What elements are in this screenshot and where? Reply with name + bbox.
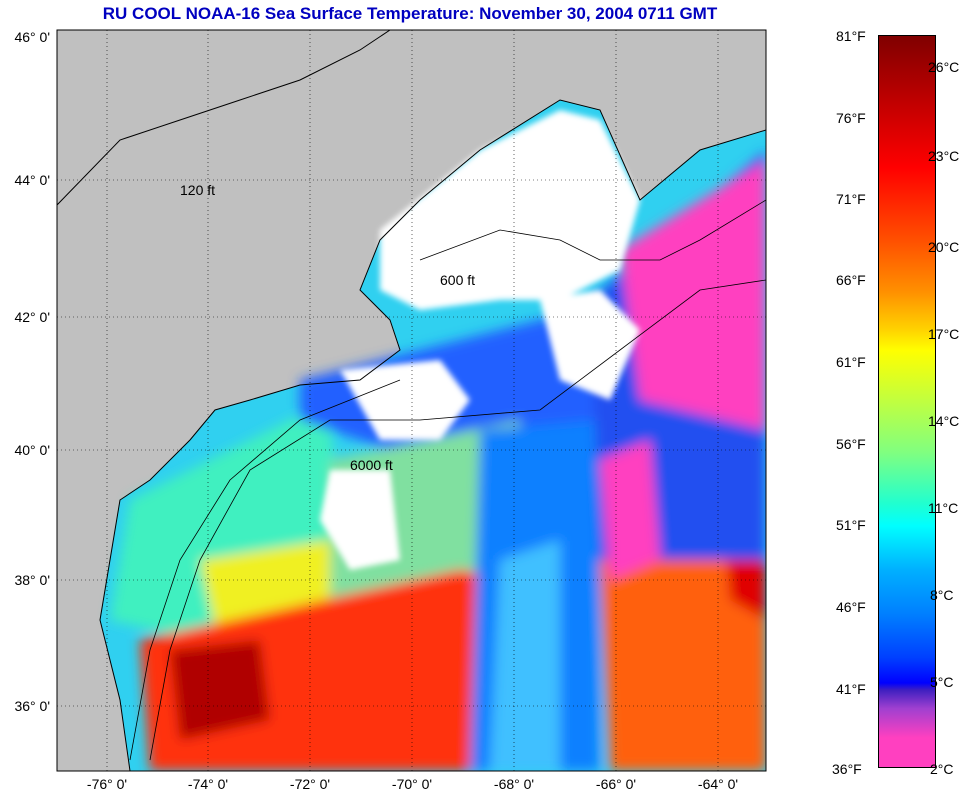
f-tick: 56°F bbox=[836, 436, 866, 452]
sst-map: 120 ft 600 ft 6000 ft -76° 0' -74° 0' -7… bbox=[14, 29, 767, 792]
lat-tick: 46° 0' bbox=[14, 29, 50, 45]
f-tick: 61°F bbox=[836, 354, 866, 370]
f-tick: 66°F bbox=[836, 272, 866, 288]
lat-tick: 44° 0' bbox=[14, 172, 50, 188]
coastline bbox=[57, 30, 766, 771]
temperature-colorbar bbox=[878, 35, 936, 768]
f-tick: 81°F bbox=[836, 28, 866, 44]
lon-tick: -66° 0' bbox=[596, 776, 636, 792]
lat-tick: 40° 0' bbox=[14, 442, 50, 458]
c-tick: 20°C bbox=[928, 239, 960, 255]
cloud-cover bbox=[320, 110, 640, 570]
contour-label: 6000 ft bbox=[350, 457, 393, 473]
lon-tick: -76° 0' bbox=[87, 776, 127, 792]
f-tick: 41°F bbox=[836, 681, 866, 697]
lon-tick: -70° 0' bbox=[392, 776, 432, 792]
lon-tick: -72° 0' bbox=[290, 776, 330, 792]
contour-label: 120 ft bbox=[180, 182, 215, 198]
c-tick: 14°C bbox=[928, 413, 960, 429]
lon-axis: -76° 0' -74° 0' -72° 0' -70° 0' -68° 0' … bbox=[87, 776, 738, 792]
c-tick: 17°C bbox=[928, 326, 960, 342]
f-tick: 76°F bbox=[836, 110, 866, 126]
c-tick: 26°C bbox=[928, 59, 960, 75]
f-tick: 36°F bbox=[832, 761, 862, 777]
c-tick: 23°C bbox=[928, 148, 960, 164]
c-tick: 8°C bbox=[930, 587, 954, 603]
ocean bbox=[100, 100, 766, 771]
lon-tick: -74° 0' bbox=[188, 776, 228, 792]
c-tick: 11°C bbox=[928, 500, 959, 516]
c-tick: 2°C bbox=[930, 761, 954, 777]
f-tick: 71°F bbox=[836, 191, 866, 207]
f-tick: 46°F bbox=[836, 599, 866, 615]
c-tick: 5°C bbox=[930, 674, 954, 690]
lon-tick: -68° 0' bbox=[494, 776, 534, 792]
f-tick: 51°F bbox=[836, 517, 866, 533]
map-title: RU COOL NOAA-16 Sea Surface Temperature:… bbox=[102, 4, 718, 23]
lat-tick: 36° 0' bbox=[14, 698, 50, 714]
lat-tick: 38° 0' bbox=[14, 572, 50, 588]
lon-tick: -64° 0' bbox=[698, 776, 738, 792]
contour-label: 600 ft bbox=[440, 272, 475, 288]
contours bbox=[129, 199, 766, 761]
lat-axis: 46° 0' 44° 0' 42° 0' 40° 0' 38° 0' 36° 0… bbox=[14, 29, 50, 714]
lat-tick: 42° 0' bbox=[14, 309, 50, 325]
map-frame bbox=[56, 29, 767, 772]
